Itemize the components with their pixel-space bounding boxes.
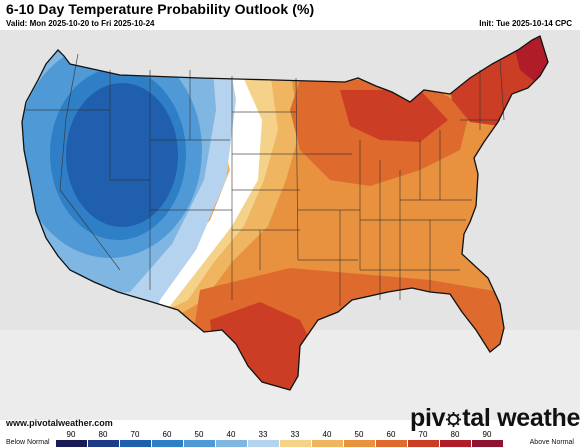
legend-tick-label: 80 — [450, 430, 460, 439]
legend-tick-label: 50 — [194, 430, 204, 439]
legend-tick-label: 60 — [162, 430, 172, 439]
legend-swatch — [440, 440, 471, 447]
valid-period: Valid: Mon 2025-10-20 to Fri 2025-10-24 — [6, 19, 155, 28]
map-svg — [0, 30, 580, 420]
legend-swatch — [88, 440, 119, 447]
legend-tick-label: 90 — [482, 430, 492, 439]
legend-above-label: Above Normal — [529, 439, 574, 446]
page-title: 6-10 Day Temperature Probability Outlook… — [6, 1, 315, 17]
brand-logo: piv tal weather — [410, 404, 580, 433]
state-borders — [26, 53, 505, 306]
legend-swatch — [184, 440, 215, 447]
legend-swatch — [280, 440, 311, 447]
legend-swatch — [248, 440, 279, 447]
website-url: www.pivotalweather.com — [6, 418, 113, 428]
legend-tick-label: 50 — [354, 430, 364, 439]
legend-tick-label: 33 — [258, 430, 268, 439]
legend-tick-label: 33 — [290, 430, 300, 439]
legend-swatch — [152, 440, 183, 447]
legend-tick-label: 70 — [130, 430, 140, 439]
brand-text-right: tal weather — [462, 404, 580, 432]
legend-below-label: Below Normal — [6, 439, 50, 446]
legend-tick-label: 80 — [98, 430, 108, 439]
above-70-great-lakes — [340, 90, 448, 142]
legend-tick-label: 40 — [322, 430, 332, 439]
legend-tick-label: 60 — [386, 430, 396, 439]
legend-swatch — [120, 440, 151, 447]
gear-logo-icon — [446, 405, 462, 427]
legend-swatch — [376, 440, 407, 447]
legend-tick-label: 90 — [66, 430, 76, 439]
legend: Below Normal Above Normal 90 80 70 60 50 40 33… — [0, 430, 580, 448]
legend-swatch — [472, 440, 503, 447]
legend-swatch — [216, 440, 247, 447]
legend-swatch — [56, 440, 87, 447]
legend-tick-label: 70 — [418, 430, 428, 439]
below-70-region — [66, 83, 178, 227]
init-time: Init: Tue 2025-10-14 CPC — [479, 19, 572, 28]
brand-text-left: piv — [410, 404, 446, 432]
normal-band — [146, 70, 262, 306]
legend-tick-label: 40 — [226, 430, 236, 439]
us-outline — [21, 35, 549, 391]
outlook-map — [0, 30, 580, 420]
legend-swatch — [408, 440, 439, 447]
legend-swatch — [344, 440, 375, 447]
legend-swatch — [312, 440, 343, 447]
above-70-texas — [210, 302, 320, 390]
